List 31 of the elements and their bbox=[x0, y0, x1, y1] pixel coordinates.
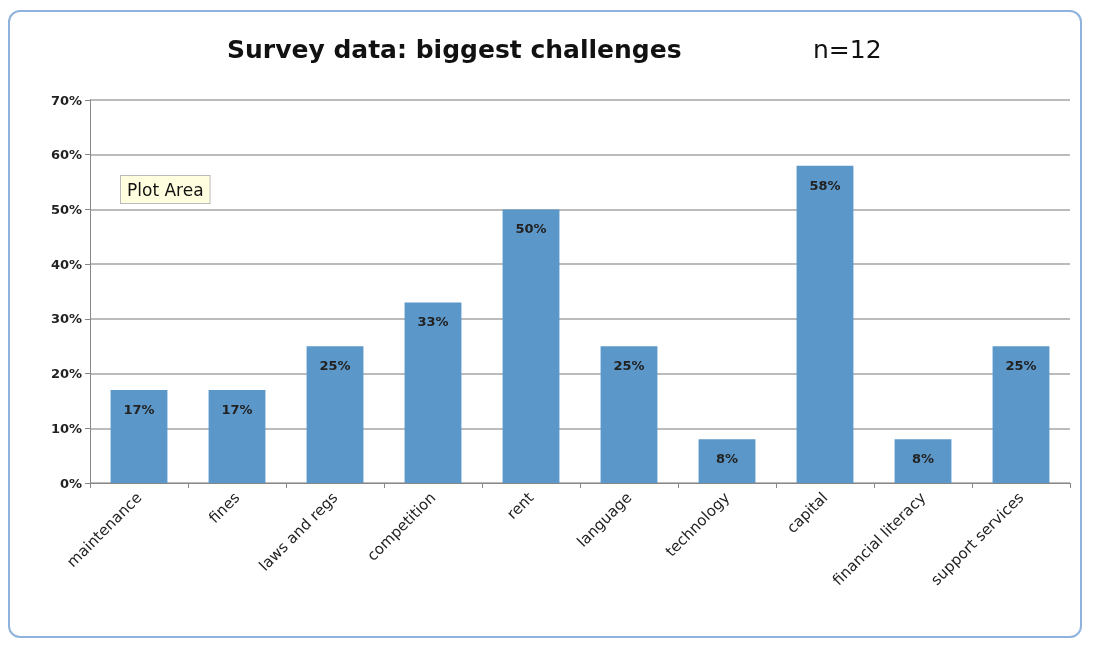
chart-subtitle: n=12 bbox=[813, 35, 882, 64]
bar bbox=[698, 439, 756, 483]
bar bbox=[600, 346, 658, 483]
y-tick-label: 0% bbox=[59, 475, 82, 491]
data-label: 50% bbox=[515, 221, 547, 237]
bar bbox=[110, 389, 168, 483]
bar bbox=[306, 346, 364, 483]
y-tick-label: 30% bbox=[50, 311, 82, 327]
data-label: 33% bbox=[417, 314, 449, 330]
data-label: 25% bbox=[319, 358, 351, 374]
chart-title: Survey data: biggest challenges bbox=[227, 35, 682, 64]
bar bbox=[992, 346, 1050, 483]
data-label: 17% bbox=[221, 401, 253, 417]
data-label: 58% bbox=[809, 177, 841, 193]
data-label: 8% bbox=[911, 451, 935, 467]
y-tick-label: 20% bbox=[50, 366, 82, 382]
bar bbox=[208, 389, 266, 483]
y-tick-label: 60% bbox=[50, 147, 82, 163]
bar bbox=[502, 209, 560, 483]
bar bbox=[796, 165, 854, 483]
y-tick-label: 50% bbox=[50, 201, 82, 217]
data-label: 17% bbox=[123, 401, 155, 417]
y-tick-label: 40% bbox=[50, 256, 82, 272]
bar bbox=[894, 439, 952, 483]
annotation: Plot Area bbox=[127, 179, 204, 200]
data-label: 8% bbox=[715, 451, 739, 467]
data-label: 25% bbox=[613, 358, 645, 374]
bar bbox=[404, 302, 462, 483]
data-label: 25% bbox=[1005, 358, 1037, 374]
y-tick-label: 10% bbox=[50, 420, 82, 436]
y-tick-label: 70% bbox=[50, 92, 82, 108]
